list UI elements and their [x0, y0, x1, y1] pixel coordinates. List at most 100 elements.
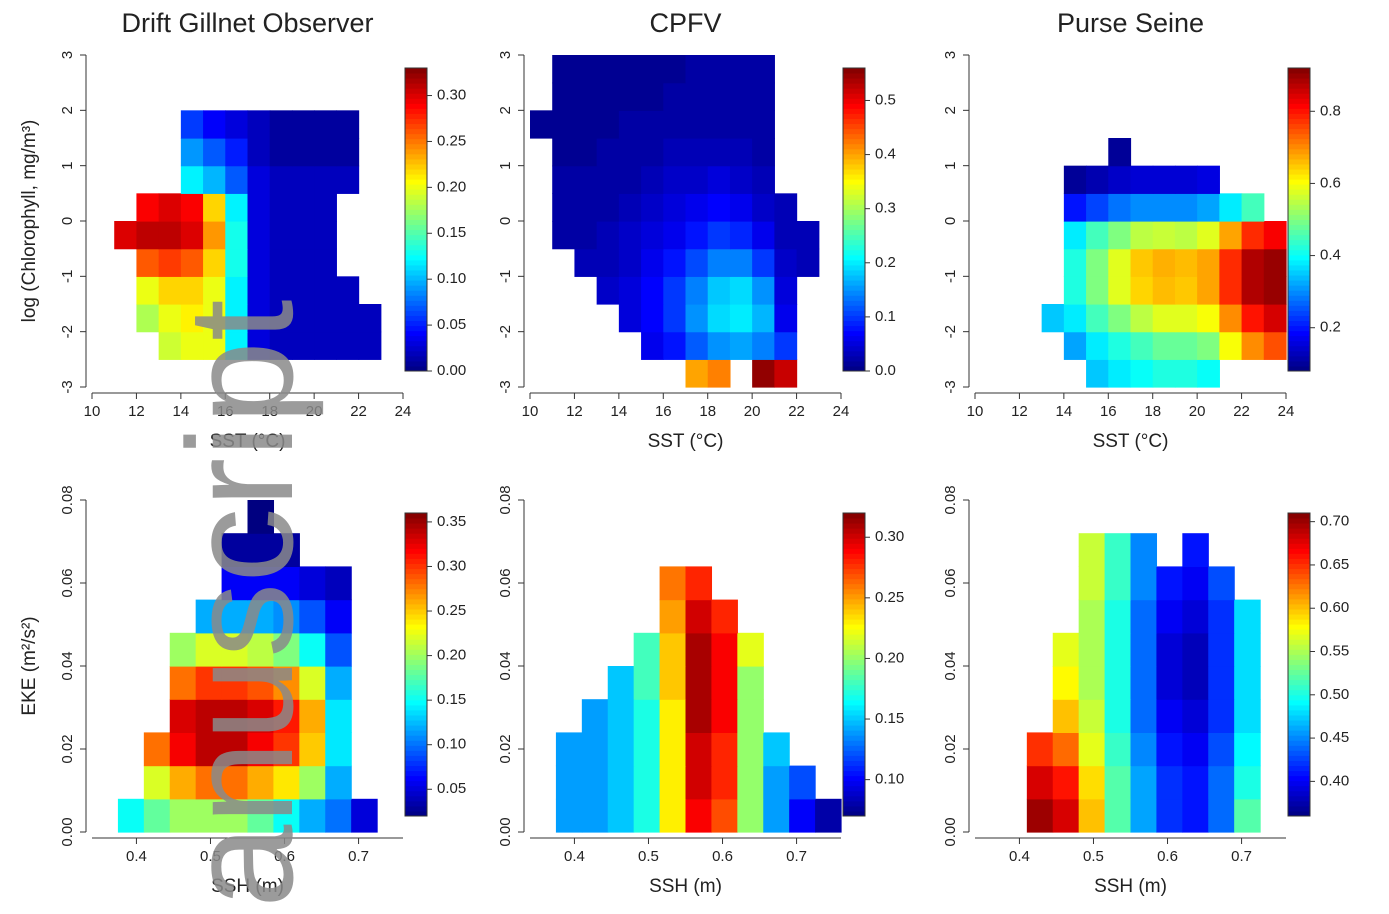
heat-cell: [574, 82, 598, 111]
heat-cell: [1078, 699, 1106, 733]
colorbar-frame: [1287, 512, 1311, 817]
colorbar-step: [1288, 350, 1310, 357]
heat-cell: [1208, 798, 1235, 833]
heat-cell: [273, 632, 300, 667]
x-axis-label: SSH (m): [1094, 876, 1167, 897]
heat-cell: [1234, 732, 1261, 767]
heat-cell: [707, 110, 731, 139]
heat-cell: [225, 248, 249, 277]
colorbar-step: [843, 629, 865, 635]
panel-title: Purse Seine: [1057, 8, 1204, 38]
panel-title: Drift Gillnet Observer: [121, 8, 373, 38]
heat-cell: [633, 798, 661, 833]
heat-cell: [299, 765, 326, 800]
colorbar-step: [405, 345, 427, 352]
heat-cell: [1052, 632, 1080, 667]
x-tick-label: 22: [350, 403, 367, 420]
heat-cell: [737, 765, 764, 800]
heat-cell: [641, 138, 664, 167]
colorbar-step: [843, 588, 865, 595]
x-tick-label: 0.4: [126, 848, 147, 865]
heat-cell: [729, 276, 753, 305]
colorbar-step: [843, 805, 865, 812]
heat-cell: [1078, 632, 1106, 667]
colorbar-tick-label: 0.1: [875, 308, 896, 325]
heat-cell: [1052, 765, 1080, 800]
heat-cell: [336, 331, 360, 360]
heat-cell: [774, 331, 798, 360]
heat-cell: [1219, 221, 1243, 250]
heat-cell: [1104, 632, 1132, 667]
heat-cell: [314, 221, 337, 250]
x-tick-label: 0.7: [348, 848, 369, 865]
heat-cell: [1241, 304, 1265, 333]
heat-cell: [247, 221, 271, 250]
x-tick-label: 10: [967, 403, 984, 420]
heat-cell: [581, 732, 609, 767]
colorbar-step: [1288, 558, 1310, 564]
heat-cell: [221, 632, 249, 667]
colorbar-step: [1288, 280, 1310, 286]
y-tick-label: -2: [942, 325, 959, 338]
colorbar-step: [843, 158, 865, 165]
heat-cell: [299, 666, 326, 700]
colorbar-step: [843, 583, 865, 590]
heat-cell: [336, 165, 360, 194]
heat-cell: [114, 221, 138, 250]
colorbar-step: [843, 335, 865, 342]
heat-cell: [358, 331, 382, 360]
colorbar-step: [405, 194, 427, 200]
heat-cell: [247, 193, 271, 222]
colorbar-step: [843, 624, 865, 630]
y-tick-label: 3: [497, 51, 514, 59]
y-tick-label: -1: [59, 270, 76, 283]
colorbar-step: [843, 725, 865, 731]
heat-cell: [707, 193, 731, 222]
heat-cell: [291, 138, 315, 167]
heat-cell: [1086, 276, 1109, 305]
y-tick-label: 0.08: [59, 485, 76, 514]
colorbar-step: [405, 244, 427, 251]
y-tick-label: 0: [59, 217, 76, 225]
colorbar-step: [405, 654, 427, 660]
heat-cell: [737, 798, 764, 833]
colorbar-step: [405, 229, 427, 236]
heat-cell: [596, 82, 620, 111]
colorbar-step: [1288, 194, 1310, 200]
heat-cell: [1130, 248, 1154, 277]
colorbar-step: [1288, 634, 1310, 640]
heat-cell: [1108, 359, 1132, 388]
heat-cell: [685, 82, 709, 111]
colorbar-step: [1288, 639, 1310, 645]
heat-cell: [269, 165, 293, 194]
heat-cell: [314, 248, 337, 277]
y-tick-label: 2: [59, 106, 76, 114]
heat-cell: [596, 193, 620, 222]
heat-cell: [685, 331, 709, 360]
heat-cell: [269, 193, 293, 222]
y-axis-label: log (Chlorophyll, mg/m³): [19, 120, 40, 323]
x-tick-label: 18: [699, 403, 716, 420]
colorbar-step: [405, 330, 427, 337]
colorbar-step: [843, 553, 865, 559]
heat-cell: [203, 248, 226, 277]
y-tick-label: 1: [59, 161, 76, 169]
y-tick-label: 0.06: [59, 568, 76, 597]
colorbar-step: [405, 360, 427, 367]
colorbar-step: [843, 108, 865, 114]
colorbar-step: [843, 649, 865, 655]
heat-cell: [685, 359, 709, 388]
colorbar-step: [843, 199, 865, 205]
colorbar-step: [405, 608, 427, 615]
y-tick-label: 2: [942, 106, 959, 114]
colorbar-step: [405, 234, 427, 241]
heat-cell: [1130, 566, 1158, 601]
heat-cell: [1197, 304, 1220, 333]
colorbar-step: [405, 568, 427, 575]
colorbar-step: [1288, 805, 1310, 812]
heat-cell: [607, 666, 635, 700]
heat-cell: [552, 82, 576, 111]
colorbar-tick-label: 0.70: [1320, 513, 1349, 530]
